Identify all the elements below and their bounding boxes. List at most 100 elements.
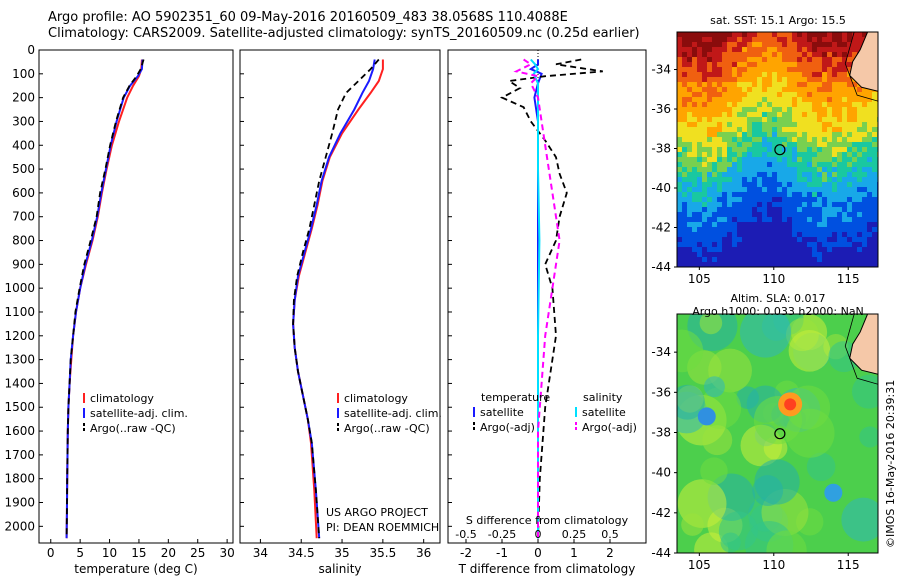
map-y-tick-label: -34 xyxy=(651,345,671,359)
sst-cell xyxy=(737,32,742,37)
sst-cell xyxy=(712,82,717,87)
sst-cell xyxy=(807,262,812,267)
sst-cell xyxy=(722,72,727,77)
sst-cell xyxy=(822,237,827,242)
sst-cell xyxy=(727,122,732,127)
sst-cell xyxy=(842,32,847,37)
sst-cell xyxy=(677,142,682,147)
sst-cell xyxy=(682,112,687,117)
sst-cell xyxy=(792,227,797,232)
sst-cell xyxy=(867,217,872,222)
sst-cell xyxy=(802,192,807,197)
sst-cell xyxy=(692,117,697,122)
sst-cell xyxy=(737,182,742,187)
sst-cell xyxy=(717,82,722,87)
sst-cell xyxy=(747,207,752,212)
sst-cell xyxy=(722,262,727,267)
sst-cell xyxy=(847,92,852,97)
sst-cell xyxy=(697,242,702,247)
sst-cell xyxy=(732,42,737,47)
sst-cell xyxy=(707,197,712,202)
sst-cell xyxy=(802,122,807,127)
sst-cell xyxy=(802,47,807,52)
sst-cell xyxy=(822,92,827,97)
sst-cell xyxy=(727,157,732,162)
sst-cell xyxy=(697,72,702,77)
sst-cell xyxy=(717,227,722,232)
sst-cell xyxy=(702,157,707,162)
sst-cell xyxy=(677,257,682,262)
map-y-tick-label: -36 xyxy=(651,385,671,399)
sst-cell xyxy=(872,217,877,222)
sst-cell xyxy=(777,242,782,247)
sst-cell xyxy=(857,242,862,247)
sst-cell xyxy=(827,217,832,222)
sst-cell xyxy=(682,97,687,102)
sst-cell xyxy=(872,97,877,102)
sst-cell xyxy=(772,117,777,122)
sst-cell xyxy=(772,122,777,127)
sst-cell xyxy=(727,182,732,187)
sst-cell xyxy=(802,162,807,167)
sst-cell xyxy=(837,117,842,122)
sst-cell xyxy=(787,137,792,142)
sst-cell xyxy=(807,32,812,37)
sst-cell xyxy=(762,52,767,57)
sst-cell xyxy=(742,42,747,47)
sst-cell xyxy=(752,187,757,192)
sst-cell xyxy=(802,227,807,232)
sst-cell xyxy=(822,67,827,72)
sst-cell xyxy=(832,212,837,217)
sst-cell xyxy=(802,222,807,227)
sst-cell xyxy=(722,127,727,132)
sst-cell xyxy=(852,152,857,157)
sst-cell xyxy=(857,227,862,232)
sst-cell xyxy=(692,197,697,202)
sst-cell xyxy=(782,217,787,222)
sst-cell xyxy=(817,142,822,147)
sst-cell xyxy=(727,152,732,157)
sst-cell xyxy=(757,242,762,247)
sst-cell xyxy=(792,257,797,262)
sst-cell xyxy=(787,252,792,257)
sst-cell xyxy=(762,72,767,77)
x-tick-label: 20 xyxy=(161,546,176,560)
sst-cell xyxy=(822,107,827,112)
sst-cell xyxy=(752,227,757,232)
sst-cell xyxy=(787,207,792,212)
sst-cell xyxy=(842,172,847,177)
sst-cell xyxy=(722,57,727,62)
sst-cell xyxy=(757,207,762,212)
sst-cell xyxy=(762,232,767,237)
sst-cell xyxy=(817,237,822,242)
sst-cell xyxy=(817,117,822,122)
sst-cell xyxy=(862,187,867,192)
sst-cell xyxy=(762,147,767,152)
sst-cell xyxy=(832,77,837,82)
sst-cell xyxy=(827,177,832,182)
sst-cell xyxy=(822,242,827,247)
sst-cell xyxy=(812,257,817,262)
sst-cell xyxy=(797,37,802,42)
sst-cell xyxy=(687,232,692,237)
sst-cell xyxy=(782,142,787,147)
sst-cell xyxy=(722,117,727,122)
sst-cell xyxy=(682,117,687,122)
sst-cell xyxy=(747,52,752,57)
sst-cell xyxy=(692,107,697,112)
sst-cell xyxy=(767,77,772,82)
sst-cell xyxy=(767,162,772,167)
sst-cell xyxy=(807,247,812,252)
sst-cell xyxy=(792,82,797,87)
sst-cell xyxy=(782,167,787,172)
sst-cell xyxy=(722,177,727,182)
sst-cell xyxy=(822,177,827,182)
sst-cell xyxy=(752,117,757,122)
sst-cell xyxy=(707,167,712,172)
sst-cell xyxy=(677,182,682,187)
sst-cell xyxy=(777,262,782,267)
sst-cell xyxy=(782,232,787,237)
sst-cell xyxy=(842,112,847,117)
sst-cell xyxy=(737,217,742,222)
sst-cell xyxy=(847,157,852,162)
